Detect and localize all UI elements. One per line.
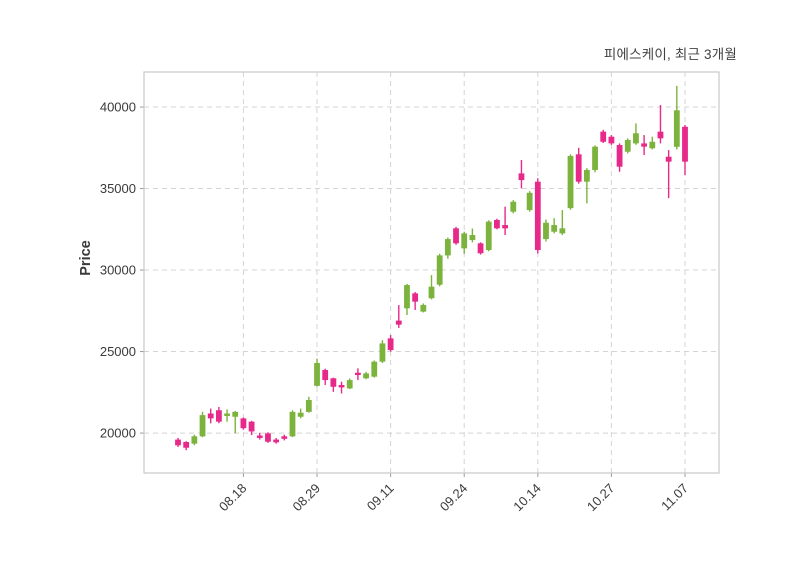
candle-body [641, 143, 648, 147]
candle-body [199, 415, 206, 437]
candle-body [600, 131, 607, 142]
candle-body [633, 133, 639, 144]
candle-body [207, 413, 214, 419]
candle-wick [340, 381, 343, 394]
candle-body [624, 139, 631, 152]
candle-body [436, 255, 443, 285]
candle-body [191, 436, 198, 444]
candle-body [330, 378, 337, 387]
candle-wick [667, 150, 670, 199]
candle-body [240, 418, 247, 429]
candle-wick [504, 206, 506, 236]
candle-body [395, 320, 402, 325]
candle-body [592, 146, 598, 170]
x-tick-label: 11.07 [658, 481, 691, 514]
candle-body [453, 228, 459, 244]
candle-body [461, 233, 468, 249]
candle-body [551, 225, 558, 232]
candle-body [682, 126, 688, 162]
candle-body [355, 372, 361, 376]
candle-body [379, 343, 386, 362]
candle-body [534, 181, 541, 251]
candle-wick [234, 411, 236, 434]
candle-body [502, 225, 508, 229]
x-tick-label: 10.14 [510, 481, 544, 515]
candle-body [338, 384, 345, 388]
candle-body [183, 442, 190, 448]
candle-body [649, 141, 656, 149]
x-tick-label: 08.18 [216, 481, 250, 515]
candle-body [657, 131, 664, 139]
candle-body [297, 412, 304, 417]
candle-body [371, 361, 378, 377]
candle-body [518, 173, 525, 181]
candle-body [256, 435, 263, 438]
plot-border [143, 71, 720, 474]
candle-body [673, 110, 680, 147]
candle-body [665, 156, 672, 162]
x-tick-label: 09.11 [364, 481, 397, 514]
candle-body [387, 338, 394, 351]
candle-body [616, 145, 623, 167]
y-tick-label: 30000 [100, 263, 136, 278]
candle-wick [561, 210, 564, 236]
candle-body [224, 413, 230, 416]
candle-body [289, 411, 296, 437]
candle-body [583, 169, 590, 182]
candle-wick [398, 305, 400, 328]
candle-body [510, 201, 517, 212]
candle-wick [659, 105, 662, 144]
x-tick-label: 08.29 [290, 481, 324, 515]
candle-wick [586, 168, 588, 204]
candle-body [469, 235, 476, 241]
candle-body [526, 192, 533, 211]
candle-body [494, 220, 500, 229]
candle-body [575, 154, 582, 182]
y-tick-label: 40000 [100, 100, 136, 115]
candle-body [567, 155, 574, 209]
candle-body [444, 239, 451, 256]
x-tick-label: 09.24 [437, 481, 471, 515]
candle-body [543, 222, 549, 240]
y-tick-label: 35000 [100, 181, 136, 196]
candle-body [420, 304, 427, 312]
candle-body [559, 228, 566, 234]
candle-body [175, 439, 181, 446]
candle-body [428, 286, 435, 299]
candle-body [477, 243, 484, 254]
candle-body [412, 293, 419, 302]
chart-title: 피에스케이, 최근 3개월 [603, 47, 737, 62]
candle-body [608, 136, 615, 144]
y-tick-label: 25000 [100, 344, 136, 359]
candle-body [215, 410, 222, 422]
candle-body [281, 436, 288, 439]
candle-body [232, 411, 239, 417]
candle-body [305, 399, 312, 412]
candle-body [248, 421, 255, 432]
candle-body [346, 380, 353, 389]
candle-body [314, 362, 320, 386]
candle-body [265, 433, 271, 442]
x-tick-label: 10.27 [584, 481, 618, 515]
candle-body [363, 373, 369, 379]
candle-body [322, 369, 329, 381]
candle-body [404, 285, 410, 309]
candle-body [485, 221, 492, 251]
candle-body [273, 439, 280, 443]
y-tick-label: 20000 [100, 426, 136, 441]
